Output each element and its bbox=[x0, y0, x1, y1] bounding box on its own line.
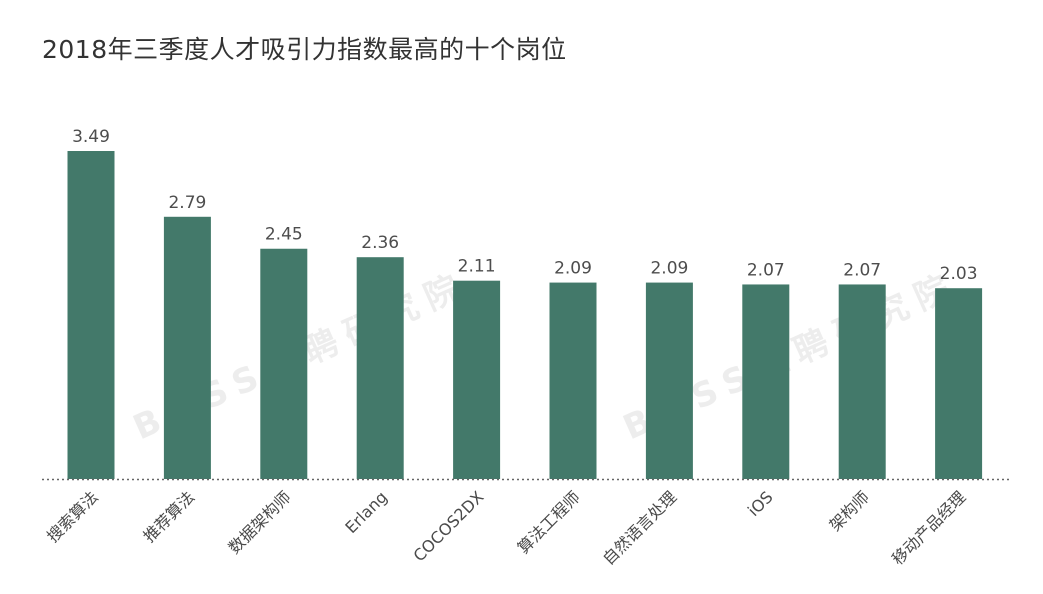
x-tick-label: 搜索算法 bbox=[43, 487, 102, 546]
data-label: 2.07 bbox=[843, 260, 881, 280]
x-tick-label: Erlang bbox=[341, 487, 391, 537]
x-tick-label: 移动产品经理 bbox=[888, 487, 969, 568]
bar bbox=[163, 216, 211, 479]
data-label: 2.36 bbox=[361, 233, 399, 253]
bar bbox=[742, 284, 790, 479]
bar bbox=[356, 257, 404, 479]
data-label: 2.09 bbox=[650, 259, 688, 279]
chart-title: 2018年三季度人才吸引力指数最高的十个岗位 bbox=[42, 35, 567, 64]
bar bbox=[260, 248, 308, 479]
data-label: 2.45 bbox=[265, 225, 303, 245]
bar bbox=[549, 282, 597, 479]
bar bbox=[67, 151, 115, 479]
data-label: 2.07 bbox=[747, 260, 785, 280]
data-label: 2.09 bbox=[554, 259, 592, 279]
x-tick-label: iOS bbox=[744, 487, 777, 520]
x-tick-label: 推荐算法 bbox=[140, 487, 199, 546]
data-label: 2.03 bbox=[940, 264, 978, 284]
bar bbox=[645, 282, 693, 479]
data-label: 3.49 bbox=[72, 127, 110, 147]
x-tick-label: 架构师 bbox=[826, 487, 873, 534]
data-label: 2.11 bbox=[458, 257, 496, 277]
x-tick-label: 自然语言处理 bbox=[599, 487, 680, 568]
data-label: 2.79 bbox=[168, 193, 206, 213]
x-tick-label: COCOS2DX bbox=[410, 487, 488, 565]
bar bbox=[935, 288, 983, 479]
bar bbox=[453, 280, 501, 479]
bar bbox=[838, 284, 886, 479]
x-tick-label: 数据架构师 bbox=[225, 487, 295, 557]
x-tick-label: 算法工程师 bbox=[514, 487, 584, 557]
